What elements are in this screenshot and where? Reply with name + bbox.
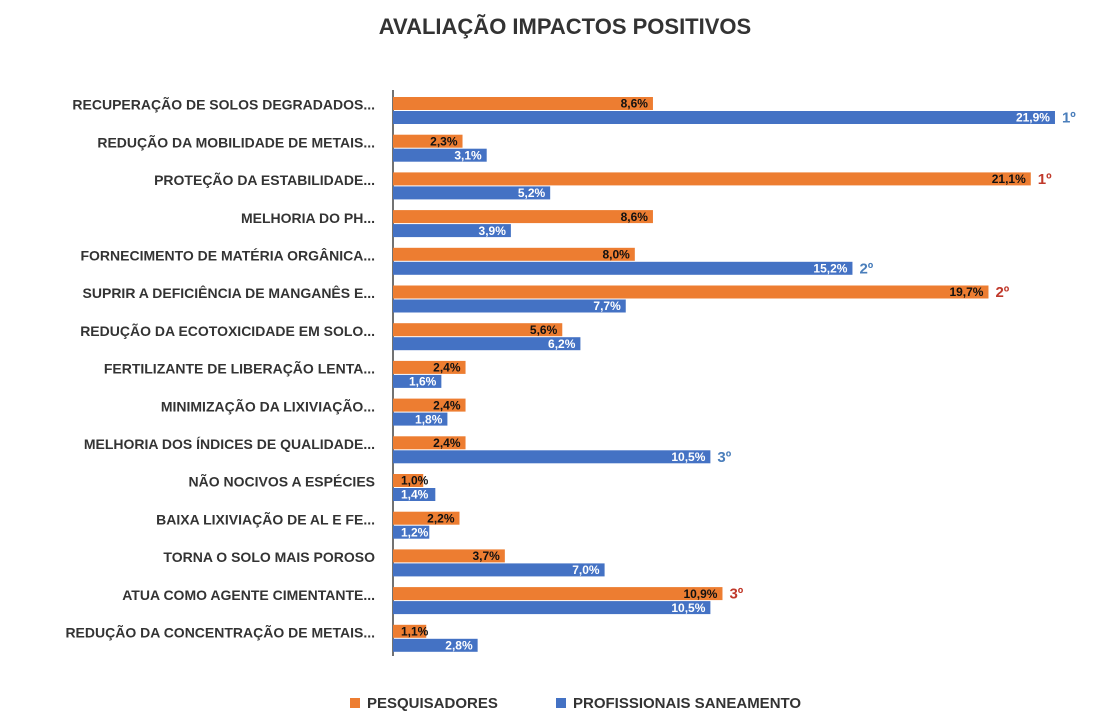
value-label: 3,1%: [454, 148, 482, 162]
value-label: 19,7%: [949, 285, 983, 299]
bar: [393, 450, 711, 464]
bar: [393, 224, 511, 238]
bar: [393, 587, 723, 601]
value-label: 21,9%: [1016, 111, 1050, 125]
value-label: 7,0%: [572, 563, 600, 577]
value-label: 5,6%: [530, 323, 558, 337]
bar: [393, 511, 460, 525]
value-label: 8,6%: [621, 210, 649, 224]
value-label: 2,2%: [427, 511, 455, 525]
category-label: FERTILIZANTE DE LIBERAÇÃO LENTA...: [104, 360, 375, 377]
category-label: REDUÇÃO DA ECOTOXICIDADE EM SOLO...: [80, 322, 375, 339]
value-label: 10,5%: [671, 601, 705, 615]
value-label: 6,2%: [548, 337, 576, 351]
value-label: 5,2%: [518, 186, 546, 200]
category-label: SUPRIR A DEFICIÊNCIA DE MANGANÊS E...: [83, 284, 375, 301]
legend-label: PESQUISADORES: [367, 695, 498, 711]
value-label: 2,4%: [433, 361, 461, 375]
bar: [393, 172, 1031, 186]
bar: [393, 134, 463, 148]
value-label: 1,4%: [401, 488, 429, 502]
category-label: MELHORIA DOS ÍNDICES DE QUALIDADE...: [84, 436, 375, 452]
bar: [393, 474, 424, 487]
bar: [393, 374, 442, 388]
value-label: 7,7%: [593, 299, 621, 313]
bar: [393, 285, 989, 299]
bar: [393, 210, 653, 224]
value-label: 2,4%: [433, 436, 461, 450]
bar: [393, 412, 448, 426]
bar: [393, 398, 466, 412]
bar: [393, 638, 478, 652]
category-label: REDUÇÃO DA CONCENTRAÇÃO DE METAIS...: [65, 624, 375, 641]
category-label: TORNA O SOLO MAIS POROSO: [163, 549, 375, 565]
bar: [393, 601, 711, 615]
bar: [393, 299, 626, 313]
rank-label: 2º: [995, 284, 1009, 301]
rank-label: 1º: [1038, 171, 1052, 188]
value-label: 3,7%: [472, 549, 500, 563]
category-label: RECUPERAÇÃO DE SOLOS DEGRADADOS...: [72, 96, 375, 113]
value-label: 2,8%: [445, 638, 473, 652]
category-label: ATUA COMO AGENTE CIMENTANTE...: [122, 587, 375, 603]
bar: [393, 148, 487, 162]
bar: [393, 261, 853, 275]
bar: [393, 337, 581, 351]
value-label: 2,4%: [433, 398, 461, 412]
value-label: 21,1%: [992, 172, 1026, 186]
value-label: 8,0%: [602, 247, 630, 261]
value-label: 1,8%: [415, 412, 443, 426]
value-label: 10,5%: [671, 450, 705, 464]
legend-swatch: [556, 698, 566, 708]
value-label: 1,6%: [409, 375, 437, 389]
value-label: 3,9%: [479, 224, 507, 238]
bar: [393, 111, 1055, 124]
value-label: 15,2%: [813, 261, 847, 275]
value-label: 8,6%: [621, 97, 649, 111]
bar: [393, 247, 635, 261]
bar: [393, 436, 466, 450]
rank-label: 3º: [717, 449, 731, 466]
value-label: 10,9%: [683, 587, 717, 601]
legend-swatch: [350, 698, 360, 708]
bar: [393, 549, 505, 563]
category-label: NÃO NOCIVOS A ESPÉCIES: [189, 473, 375, 490]
category-label: REDUÇÃO DA MOBILIDADE DE METAIS...: [97, 133, 375, 150]
bar: [393, 624, 427, 638]
legend-label: PROFISSIONAIS SANEAMENTO: [573, 695, 801, 711]
value-label: 1,1%: [401, 624, 429, 638]
bar: [393, 186, 551, 200]
rank-label: 2º: [859, 260, 873, 277]
bar: [393, 97, 653, 110]
bar: [393, 488, 436, 501]
category-label: FORNECIMENTO DE MATÉRIA ORGÂNICA...: [80, 247, 375, 264]
value-label: 1,2%: [401, 525, 429, 539]
bar: [393, 323, 563, 337]
value-label: 2,3%: [430, 134, 458, 148]
bar: [393, 525, 430, 539]
bar: [393, 563, 605, 577]
category-label: PROTEÇÃO DA ESTABILIDADE...: [154, 171, 375, 188]
value-label: 1,0%: [401, 474, 429, 488]
category-label: BAIXA LIXIVIAÇÃO DE AL E FE...: [156, 510, 375, 527]
category-label: MELHORIA DO PH...: [241, 210, 375, 226]
rank-label: 1º: [1062, 109, 1076, 126]
chart-title: AVALIAÇÃO IMPACTOS POSITIVOS: [379, 14, 751, 39]
bar: [393, 360, 466, 374]
category-label: MINIMIZAÇÃO DA LIXIVIAÇÃO...: [161, 397, 375, 414]
rank-label: 3º: [729, 586, 743, 603]
